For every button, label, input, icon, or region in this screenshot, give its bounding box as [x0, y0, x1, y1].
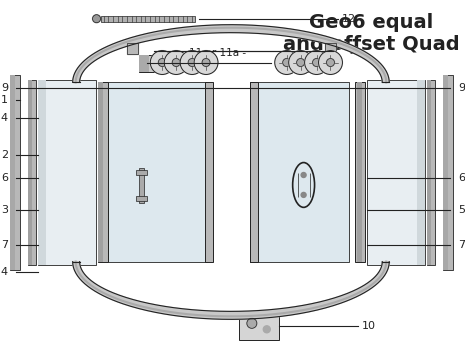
Circle shape [312, 58, 320, 66]
Circle shape [194, 50, 218, 75]
Text: 4: 4 [1, 113, 8, 123]
Bar [417, 80, 425, 265]
Circle shape [319, 50, 342, 75]
Circle shape [275, 50, 299, 75]
Bar [98, 82, 102, 261]
Circle shape [172, 58, 180, 66]
Circle shape [305, 50, 328, 75]
Text: 10: 10 [361, 321, 375, 331]
Bar [107, 82, 207, 261]
Text: 9: 9 [458, 83, 465, 93]
Circle shape [93, 15, 100, 23]
Bar [427, 80, 431, 265]
Bar [136, 170, 147, 175]
Bar [100, 16, 195, 22]
Circle shape [164, 50, 188, 75]
Polygon shape [73, 25, 389, 82]
Circle shape [188, 58, 196, 66]
Circle shape [283, 58, 291, 66]
Bar [10, 76, 20, 270]
Bar [302, 55, 312, 72]
Bar [38, 80, 96, 265]
Text: 1: 1 [1, 95, 8, 105]
Text: 6: 6 [1, 173, 8, 183]
Text: 9: 9 [1, 83, 8, 93]
Text: 6: 6 [458, 173, 465, 183]
Bar [28, 80, 36, 265]
Bar [98, 82, 107, 261]
Text: 4: 4 [1, 267, 8, 276]
Bar [10, 76, 15, 270]
Bar [38, 80, 46, 265]
Text: 3: 3 [1, 205, 8, 215]
Text: - 11 or 11a -: - 11 or 11a - [182, 48, 246, 57]
Bar [140, 55, 149, 72]
Circle shape [289, 50, 312, 75]
Polygon shape [73, 261, 389, 319]
Circle shape [180, 50, 204, 75]
Bar [302, 55, 324, 72]
Bar [136, 196, 147, 201]
Bar [443, 76, 448, 270]
Bar [140, 55, 161, 72]
Circle shape [158, 58, 166, 66]
Circle shape [326, 58, 334, 66]
Text: 2: 2 [1, 150, 8, 160]
Circle shape [202, 58, 210, 66]
Circle shape [247, 318, 257, 328]
Bar [140, 168, 144, 203]
Bar [355, 82, 365, 261]
Bar [367, 80, 425, 265]
Text: 12: 12 [341, 14, 356, 24]
Bar [250, 82, 349, 261]
Bar [205, 82, 213, 261]
Text: 7: 7 [1, 240, 8, 250]
Text: 7: 7 [458, 240, 465, 250]
Circle shape [263, 326, 270, 333]
Bar [358, 82, 362, 261]
Circle shape [150, 50, 174, 75]
Bar [427, 80, 435, 265]
Text: 5: 5 [458, 205, 465, 215]
Bar [239, 312, 279, 340]
Bar [250, 82, 258, 261]
Bar [443, 76, 453, 270]
Circle shape [301, 193, 306, 197]
Circle shape [301, 173, 306, 177]
Text: 8: 8 [348, 46, 356, 56]
Text: Geo6 equal
and offset Quad: Geo6 equal and offset Quad [283, 13, 460, 54]
Bar [28, 80, 32, 265]
Circle shape [297, 58, 305, 66]
